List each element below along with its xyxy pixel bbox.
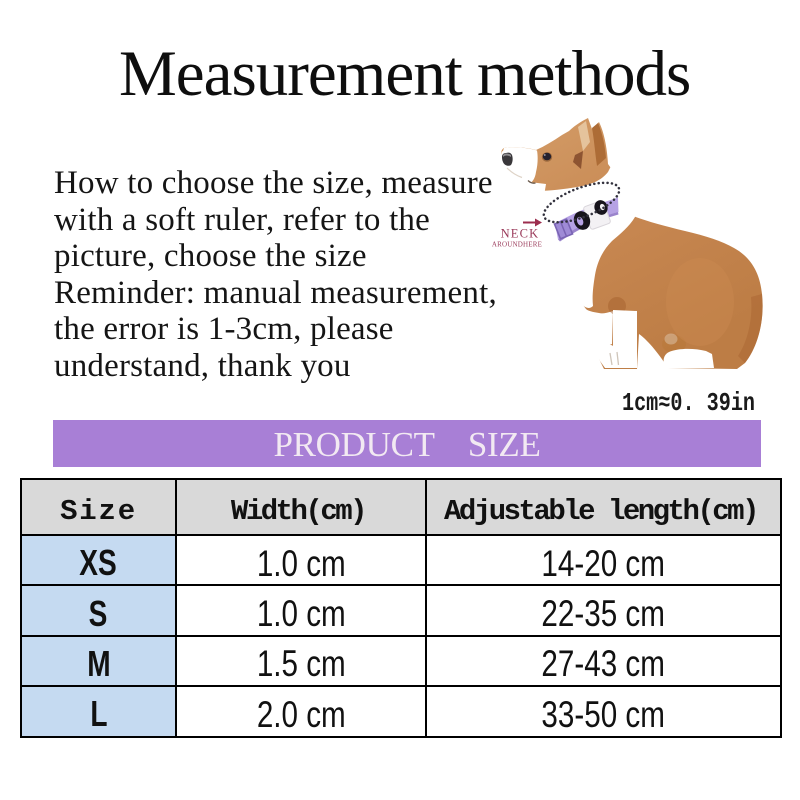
svg-text:AROUNDHERE: AROUNDHERE [492, 241, 542, 249]
svg-text:NECK: NECK [501, 227, 540, 241]
